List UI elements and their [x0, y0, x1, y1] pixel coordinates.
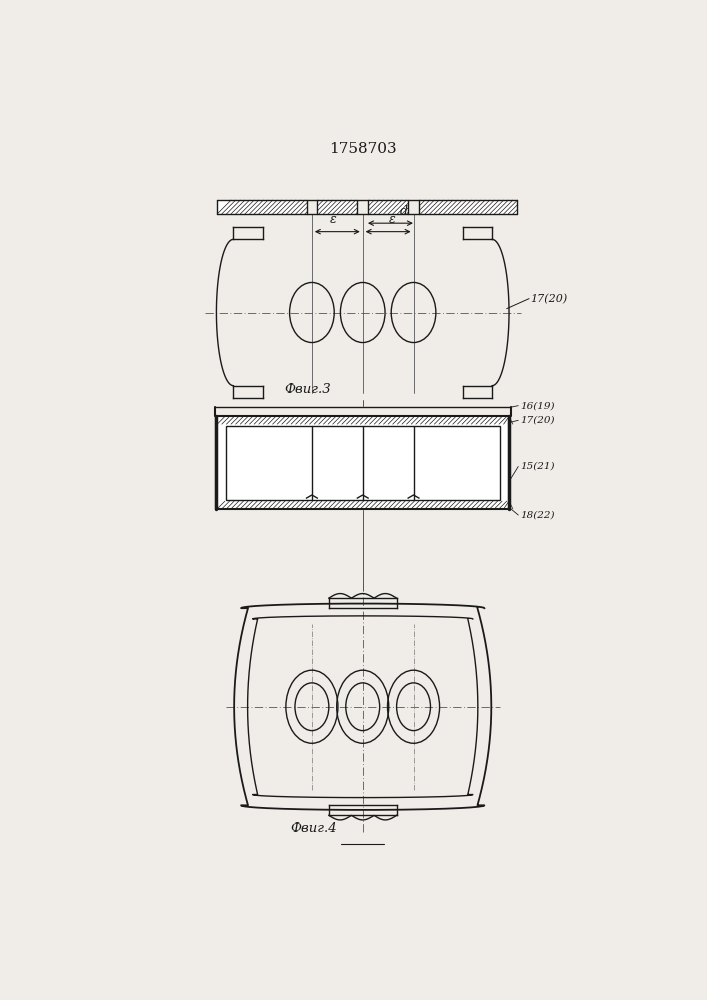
Text: 1758703: 1758703: [329, 142, 397, 156]
Bar: [216, 501, 509, 509]
Text: Фвиг.4: Фвиг.4: [290, 822, 337, 835]
Bar: [357, 199, 368, 215]
Text: 16(19): 16(19): [520, 401, 554, 410]
Bar: [216, 416, 509, 509]
Text: ε: ε: [330, 213, 337, 226]
Bar: [307, 199, 317, 215]
Text: Фвиг.3: Фвиг.3: [284, 383, 331, 396]
Bar: [217, 200, 518, 214]
Text: 17(20): 17(20): [530, 293, 568, 304]
Bar: [216, 416, 509, 424]
Text: ε: ε: [389, 213, 395, 226]
Bar: [226, 426, 500, 500]
Text: 15(21): 15(21): [520, 462, 554, 471]
Text: d: d: [399, 205, 407, 218]
Text: 18(22): 18(22): [520, 511, 554, 520]
Bar: [408, 199, 419, 215]
Text: 17(20): 17(20): [520, 416, 554, 425]
